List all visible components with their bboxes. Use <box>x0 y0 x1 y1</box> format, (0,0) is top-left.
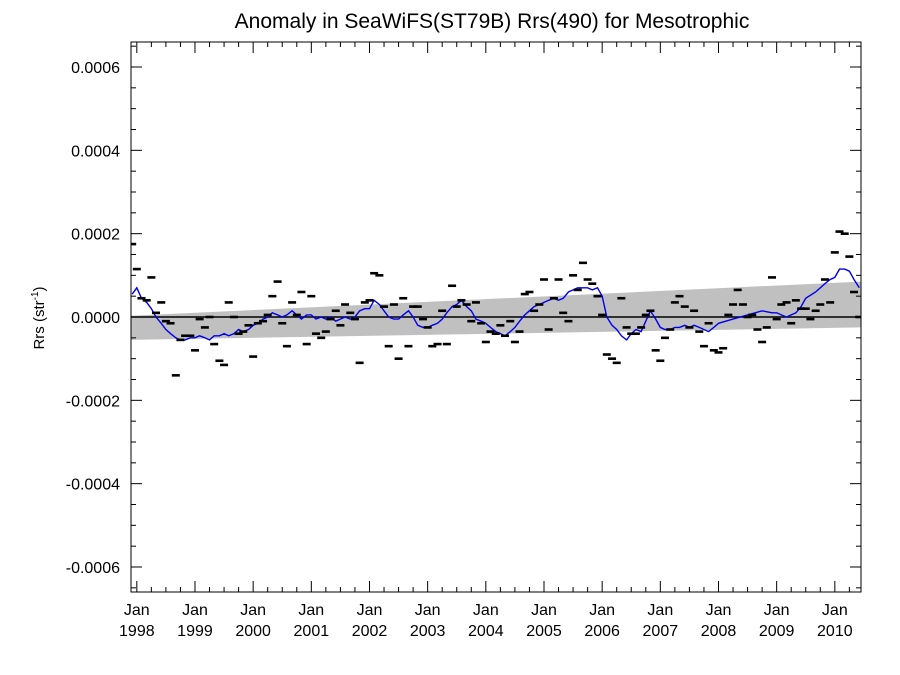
x-tick-month-label: Jan <box>706 602 732 619</box>
x-tick-month-label: Jan <box>182 602 208 619</box>
x-tick-month-label: Jan <box>298 602 324 619</box>
y-tick-label: -0.0006 <box>66 560 120 577</box>
x-tick-year-label: 1998 <box>119 623 155 640</box>
x-tick-year-label: 2000 <box>235 623 271 640</box>
x-tick-month-label: Jan <box>531 602 557 619</box>
x-tick-year-label: 2004 <box>468 623 504 640</box>
y-axis-label-superscript: -1 <box>30 291 41 300</box>
y-tick-label: 0.0000 <box>71 310 120 327</box>
y-axis-label-main: Rrs (str <box>31 300 48 349</box>
x-tick-year-label: 2009 <box>759 623 795 640</box>
y-tick-label: 0.0002 <box>71 227 120 244</box>
x-tick-month-label: Jan <box>473 602 499 619</box>
x-tick-year-label: 2010 <box>817 623 853 640</box>
x-tick-month-label: Jan <box>415 602 441 619</box>
x-tick-year-label: 2006 <box>584 623 620 640</box>
x-tick-year-label: 2001 <box>294 623 330 640</box>
x-tick-year-label: 2007 <box>643 623 679 640</box>
plot-area: 0.0006 0.0004 0.0002 0.0000 -0.0002 -0.0004 -0… <box>66 41 862 640</box>
x-tick-month-label: Jan <box>822 602 848 619</box>
y-axis-label: Rrs (str-1) <box>30 286 48 349</box>
x-tick-year-label: 2005 <box>526 623 562 640</box>
x-tick-year-label: 2002 <box>352 623 388 640</box>
x-tick-year-label: 2003 <box>410 623 446 640</box>
y-tick-label: -0.0004 <box>66 477 120 494</box>
y-tick-label: 0.0004 <box>71 143 120 160</box>
plot-content <box>131 230 861 377</box>
x-tick-month-label: Jan <box>357 602 383 619</box>
x-tick-month-label: Jan <box>589 602 615 619</box>
x-tick-month-label: Jan <box>124 602 150 619</box>
y-tick-label: 0.0006 <box>71 60 120 77</box>
x-tick-month-label: Jan <box>240 602 266 619</box>
chart-title: Anomaly in SeaWiFS(ST79B) Rrs(490) for M… <box>235 10 750 33</box>
x-tick-year-label: 1999 <box>177 623 213 640</box>
x-tick-month-label: Jan <box>647 602 673 619</box>
y-tick-label: -0.0002 <box>66 393 120 410</box>
x-tick-month-label: Jan <box>764 602 790 619</box>
y-axis-label-close: ) <box>31 286 48 291</box>
x-tick-year-label: 2008 <box>701 623 737 640</box>
